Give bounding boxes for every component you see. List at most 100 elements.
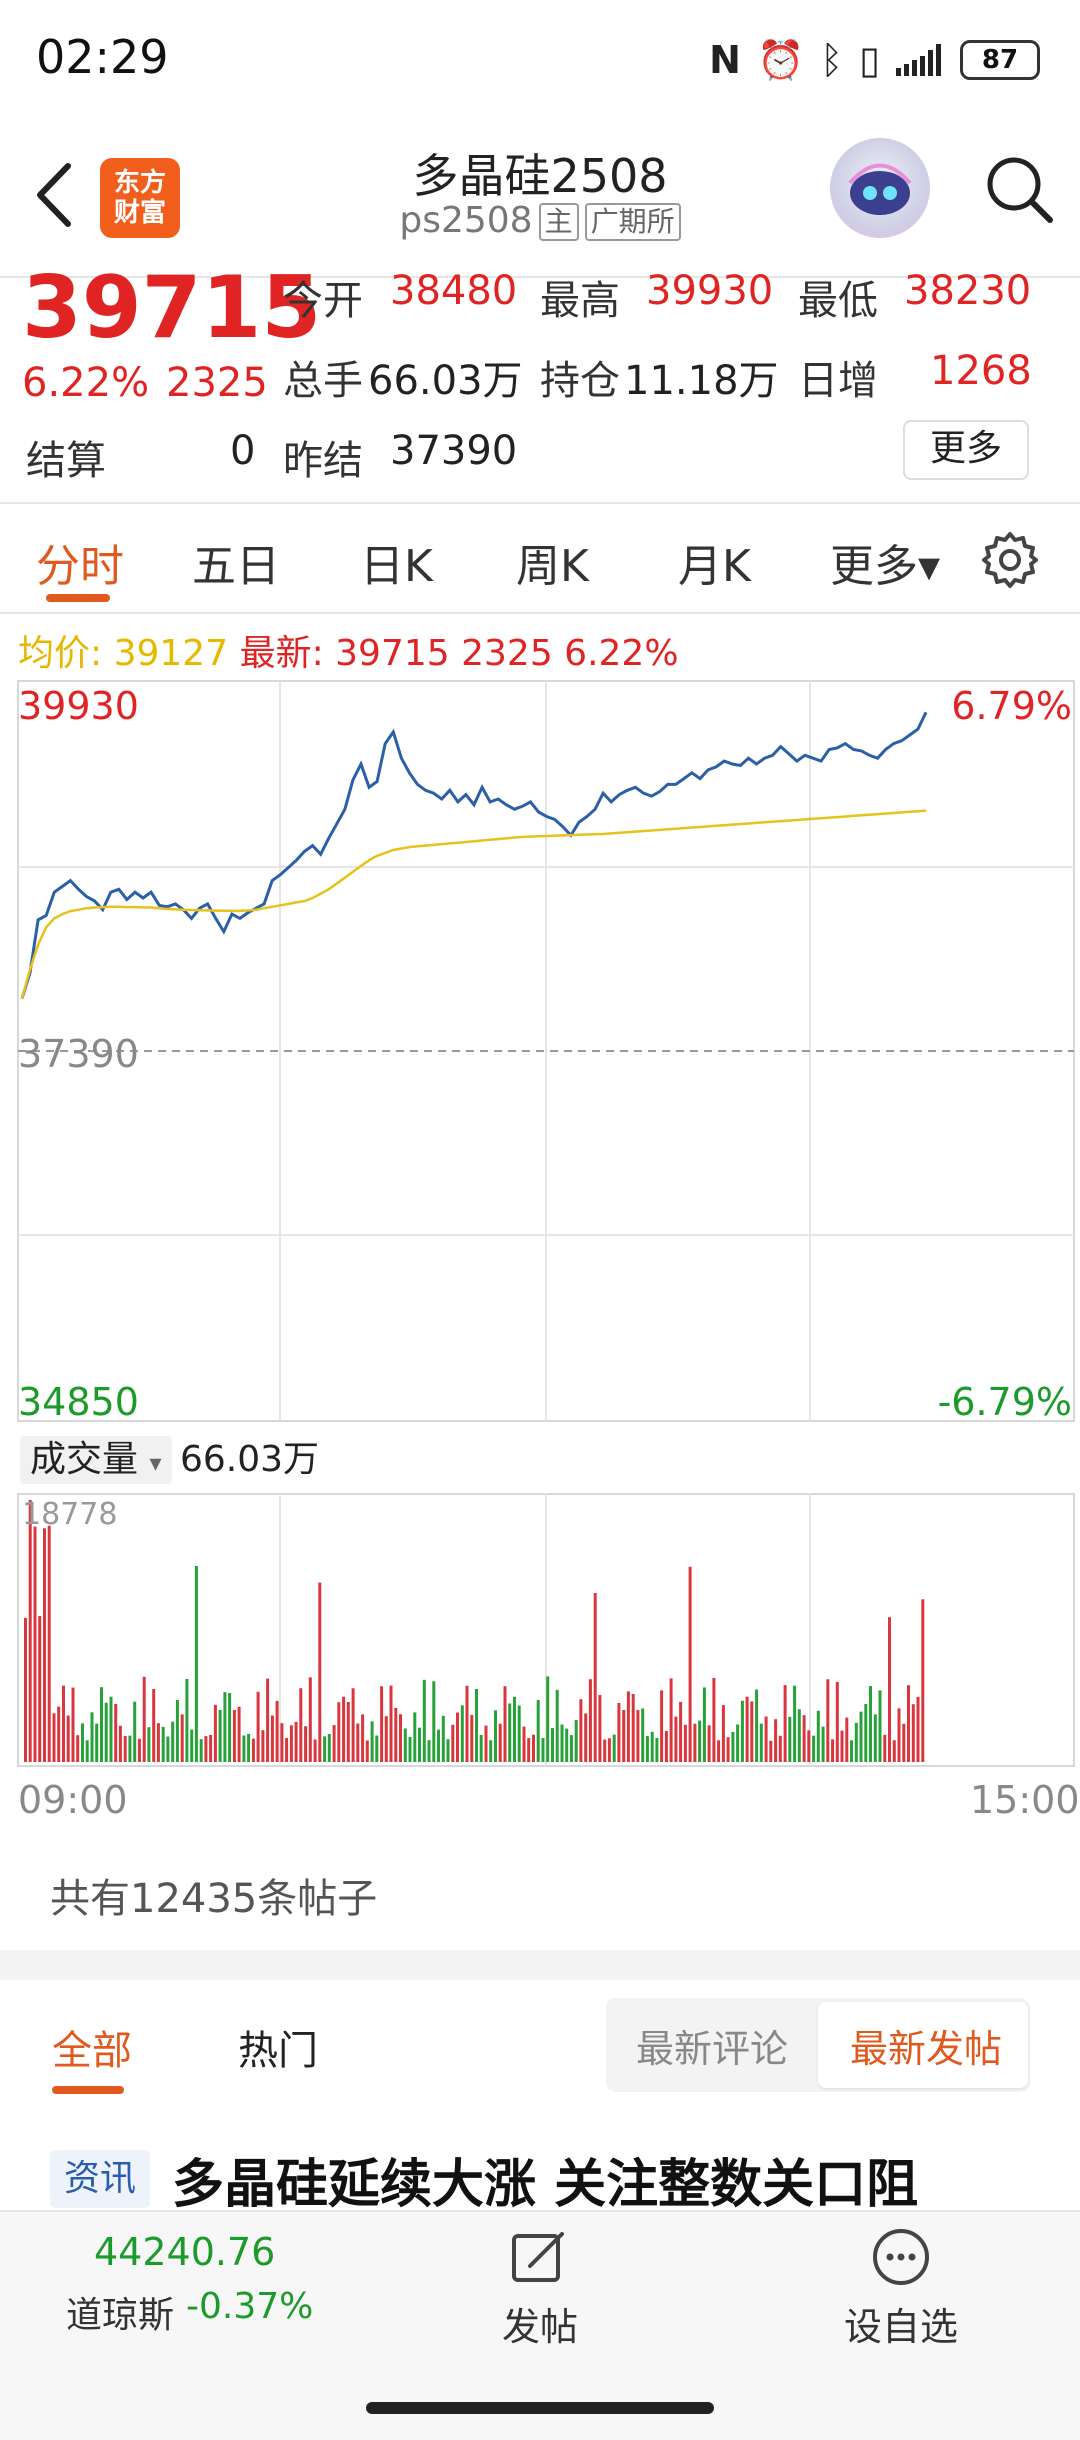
volume-bar (185, 1678, 189, 1762)
header-divider (0, 276, 1080, 278)
volume-bar (788, 1716, 792, 1762)
volume-bar (90, 1712, 94, 1762)
volume-bar (636, 1710, 640, 1762)
tab-five-day[interactable]: 五日 (192, 541, 280, 592)
signal-icon (896, 44, 944, 76)
volume-bar (460, 1705, 464, 1762)
prev-settle-value: 37390 (390, 428, 518, 474)
volume-bar (612, 1734, 616, 1762)
volume-bar (403, 1728, 407, 1762)
volume-bar (327, 1734, 331, 1762)
volume-bar (175, 1700, 179, 1762)
high-value: 39930 (646, 268, 774, 314)
volume-bar (560, 1724, 564, 1762)
exchange-tag: 广期所 (584, 203, 681, 241)
avg-price-line (20, 809, 927, 999)
time-axis-end: 15:00 (970, 1778, 1080, 1822)
post-button-label[interactable]: 发帖 (502, 2305, 579, 2349)
tab-hot-posts[interactable]: 热门 (238, 2028, 318, 2074)
volume-bar (740, 1700, 744, 1762)
volume-bar (275, 1700, 279, 1762)
volume-bar (498, 1723, 502, 1762)
quote-more-button[interactable]: 更多 (903, 420, 1029, 480)
logo-line2: 财富 (113, 198, 166, 228)
volume-bar (764, 1716, 768, 1762)
volume-bar (266, 1678, 270, 1762)
latest-price-legend: 最新: 39715 2325 6.22% (239, 633, 679, 674)
tab-more[interactable]: 更多▾ (830, 541, 941, 592)
volume-bar (513, 1696, 516, 1762)
volume-bar (204, 1736, 208, 1762)
volume-bar (123, 1736, 127, 1762)
news-title[interactable]: 多晶硅延续大涨 关注整数关口阻 (172, 2155, 919, 2215)
oi-change-value: 1268 (930, 348, 1032, 394)
tab-all-posts[interactable]: 全部 (52, 2028, 132, 2074)
volume-bar (232, 1710, 236, 1762)
volume-indicator-select[interactable]: 成交量 ▾ (20, 1436, 172, 1484)
volume-bar (427, 1740, 431, 1762)
index-change[interactable]: -0.37% (186, 2286, 314, 2327)
nfc-icon: N (709, 38, 741, 82)
more-options-icon[interactable] (870, 2226, 932, 2288)
volume-bar (679, 1701, 683, 1762)
search-icon[interactable] (980, 150, 1060, 230)
volume-chart[interactable]: 18778 (0, 1490, 1080, 1770)
volume-bar (641, 1708, 645, 1762)
volume-bar (593, 1593, 597, 1762)
volume-bar (897, 1708, 901, 1762)
alarm-icon: ⏰ (756, 37, 805, 82)
volume-bar (517, 1705, 521, 1762)
change-percent: 6.22% (22, 360, 150, 406)
volume-bar (479, 1735, 483, 1762)
post-edit-icon[interactable] (508, 2226, 570, 2288)
volume-bar (361, 1714, 365, 1762)
tab-intraday[interactable]: 分时 (36, 541, 124, 592)
volume-bar (688, 1566, 692, 1762)
tab-weekly-k[interactable]: 周K (516, 541, 589, 592)
volume-bar (285, 1737, 289, 1762)
volume-bar (289, 1725, 293, 1762)
sort-latest-comment[interactable]: 最新评论 (636, 2027, 789, 2071)
volume-bar (617, 1703, 621, 1762)
low-label: 最低 (798, 278, 878, 324)
tab-monthly-k[interactable]: 月K (678, 541, 751, 592)
volume-bar (128, 1735, 132, 1762)
volume-bar (859, 1711, 863, 1762)
volume-bar (721, 1705, 725, 1762)
volume-bar (114, 1703, 118, 1762)
bottom-bar (0, 2210, 1080, 2440)
volume-bar (52, 1713, 56, 1762)
volume-bar (750, 1701, 754, 1762)
assistant-avatar[interactable] (830, 138, 930, 238)
watchlist-button-label[interactable]: 设自选 (844, 2305, 959, 2349)
volume-bar (607, 1738, 611, 1762)
tab-daily-k[interactable]: 日K (360, 541, 433, 592)
intraday-price-chart[interactable]: 39930 37390 34850 6.79% -6.79% (0, 675, 1080, 1435)
volume-indicator-label: 成交量 (30, 1439, 139, 1480)
volume-bar (380, 1686, 384, 1762)
index-name[interactable]: 道琼斯 (66, 2295, 175, 2336)
volume-bar (783, 1685, 787, 1762)
back-icon[interactable] (30, 160, 80, 230)
sort-segment-active (818, 2002, 1028, 2088)
volume-bar (299, 1688, 303, 1762)
volume-bar (650, 1731, 654, 1762)
y-max-label: 39930 (18, 684, 139, 728)
volume-bar (147, 1727, 151, 1762)
volume-label: 总手 (283, 358, 363, 404)
gear-icon[interactable] (980, 530, 1040, 590)
index-value[interactable]: 44240.76 (94, 2230, 276, 2274)
volume-bar (745, 1696, 749, 1762)
volume-bar (664, 1730, 668, 1762)
volume-bar (826, 1679, 830, 1762)
sort-latest-post[interactable]: 最新发帖 (850, 2027, 1003, 2071)
volume-bar (218, 1710, 222, 1762)
volume-bar (588, 1679, 592, 1762)
volume-bar (318, 1582, 322, 1762)
volume-bar (399, 1714, 402, 1762)
volume-bar (441, 1715, 445, 1762)
volume-bar (660, 1690, 664, 1762)
volume-bar (707, 1725, 711, 1762)
volume-bar (536, 1700, 540, 1762)
status-time: 02:29 (36, 30, 169, 84)
